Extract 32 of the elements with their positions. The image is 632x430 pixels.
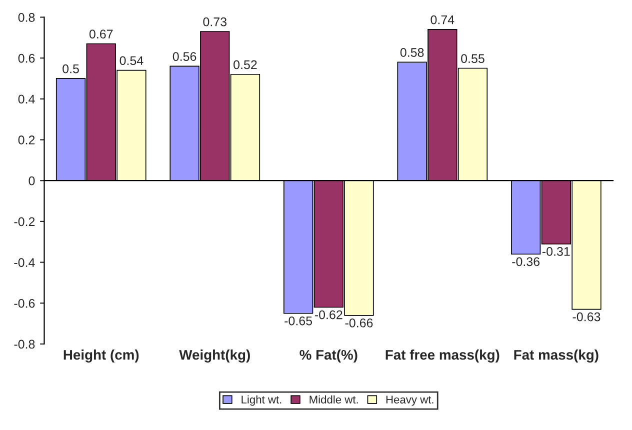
legend-label: Heavy wt. [386,396,434,406]
data-label: -0.62 [314,310,342,320]
legend-label: Middle wt. [310,395,358,404]
data-label: -0.31 [542,247,570,256]
y-tick-label: 0.6 [18,54,35,63]
x-tick-label: % Fat(%) [300,350,358,363]
y-tick-label: -0.2 [14,217,35,226]
data-label: 0.58 [400,48,424,57]
data-label: -0.36 [512,257,540,266]
y-tick-label: -0.4 [14,258,35,267]
x-tick-label: Fat free mass(kg) [386,350,500,363]
y-tick-label: -0.8 [14,340,35,349]
data-label: 0.74 [430,15,454,24]
x-tick-label: Fat mass(kg) [514,350,598,363]
data-label: 0.54 [120,56,144,66]
data-label: 0.52 [234,60,257,70]
y-tick-label: 0.2 [18,136,35,144]
data-label: -0.66 [345,318,373,328]
data-label: 0.5 [62,64,79,74]
y-tick-label: 0.8 [18,13,35,22]
data-label: 0.56 [172,52,196,61]
data-label: 0.55 [461,54,484,64]
data-label: -0.65 [284,316,312,326]
y-tick-label: 0 [28,176,35,186]
data-label: 0.73 [203,17,226,26]
y-tick-label: -0.6 [14,298,35,308]
y-tick-label: 0.4 [18,94,35,104]
x-tick-label: Height (cm) [64,350,139,363]
data-label: -0.63 [572,312,600,322]
data-label: 0.67 [89,30,113,39]
legend-label: Light wt. [242,395,282,406]
x-tick-label: Weight(kg) [179,350,250,363]
